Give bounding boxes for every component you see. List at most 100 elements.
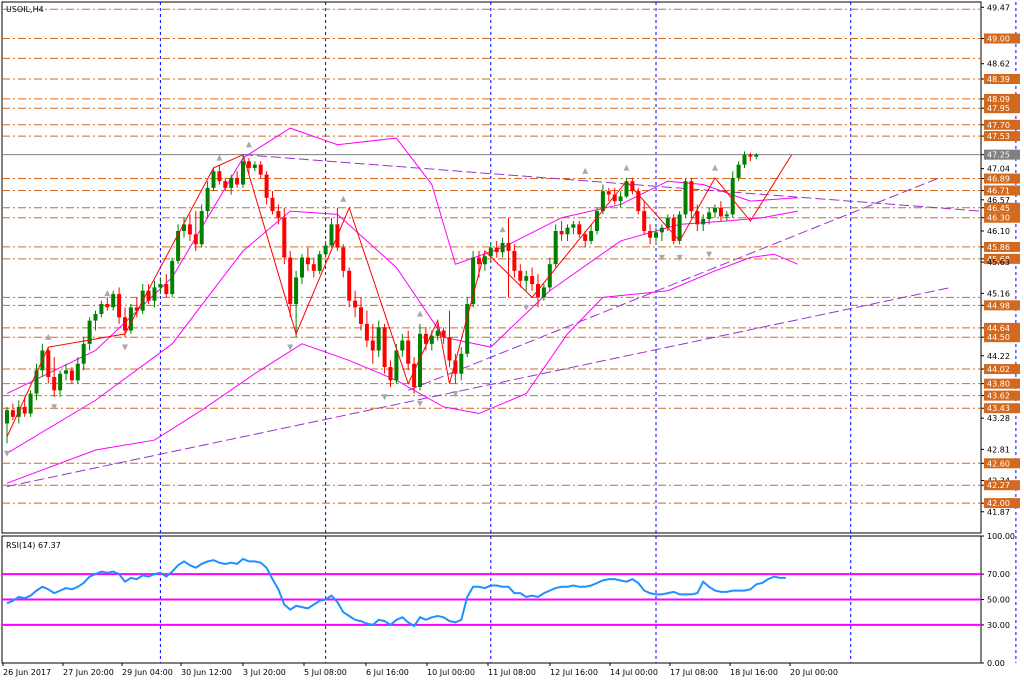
rsi-tick-label: 70.00: [987, 570, 1010, 579]
time-tick-label: 10 Jul 00:00: [427, 668, 475, 677]
price-label: 42.60: [987, 459, 1010, 468]
candle-body: [170, 260, 175, 295]
price-label-box: [984, 253, 1020, 264]
price-label-box: [984, 300, 1020, 311]
price-label-box: [984, 119, 1020, 130]
candle-body: [182, 224, 186, 231]
candle-body: [123, 317, 127, 331]
candle-body: [34, 370, 39, 394]
candle-body: [713, 207, 717, 213]
candle-body: [754, 154, 759, 157]
price-label: 44.98: [987, 301, 1010, 310]
price-tick-label: 44.22: [987, 352, 1010, 361]
price-label: 49.00: [987, 35, 1010, 44]
rsi-tick-label: 0.00: [987, 659, 1005, 668]
candle-body: [69, 370, 74, 381]
fractal-down-marker: [51, 404, 58, 411]
price-label: 48.09: [987, 95, 1010, 104]
candle-body: [193, 234, 198, 245]
fractal-down-marker: [287, 344, 294, 351]
price-tick-label: 45.63: [987, 258, 1010, 267]
price-tick-label: 48.62: [987, 60, 1010, 69]
candle-body: [223, 181, 228, 188]
price-label-box: [984, 241, 1020, 252]
candle-body: [105, 304, 110, 308]
price-label: 46.45: [987, 204, 1010, 213]
candle-body: [506, 242, 511, 251]
bollinger-lower-line: [6, 253, 798, 484]
trendline: [6, 286, 952, 488]
candle-body: [624, 181, 629, 197]
fractal-up-marker: [417, 310, 423, 317]
candle-body: [288, 257, 293, 305]
candle-body: [282, 217, 287, 258]
candle-body: [99, 304, 104, 314]
candle-body: [388, 367, 393, 381]
price-label: 43.80: [987, 380, 1010, 389]
candle-body: [482, 256, 487, 265]
fractal-up-marker: [245, 141, 252, 148]
candle-body: [252, 164, 257, 168]
candle-body: [46, 350, 51, 378]
candle-body: [459, 353, 464, 374]
candle-body: [52, 377, 57, 391]
candle-body: [718, 207, 723, 217]
fractal-down-marker: [4, 450, 10, 457]
candle-body: [671, 217, 676, 241]
fractal-up-marker: [45, 333, 52, 340]
candle-body: [571, 224, 576, 228]
candle-body: [28, 393, 33, 414]
time-axis: 26 Jun 2017 27 Jun 20:00 29 Jun 04:00 30 Ju…: [2, 663, 838, 677]
candle-body: [471, 257, 476, 305]
price-label-box: [984, 103, 1020, 114]
candle-body: [730, 177, 735, 215]
candle-body: [477, 257, 481, 265]
price-label: 42.27: [987, 481, 1010, 490]
candle-body: [541, 287, 546, 298]
rsi-line: [6, 557, 786, 628]
price-label-box: [984, 364, 1020, 375]
candle-body: [553, 230, 558, 265]
candle-body: [677, 214, 682, 241]
candle-body: [229, 177, 234, 188]
price-label-box: [984, 149, 1020, 160]
price-tick-label: 45.16: [987, 289, 1010, 298]
candle-body: [441, 330, 446, 338]
candle-body: [683, 181, 688, 215]
price-label: 47.53: [987, 132, 1010, 141]
fractal-down-marker: [122, 344, 128, 351]
candle-body: [205, 187, 210, 212]
price-tick-label: 46.10: [987, 227, 1010, 236]
candle-body: [359, 307, 363, 324]
price-label-box: [984, 73, 1020, 84]
candle-body: [300, 257, 304, 278]
candle-body: [341, 247, 346, 271]
candle-body: [75, 363, 80, 381]
candle-body: [211, 171, 216, 188]
price-label-box: [984, 322, 1020, 333]
candle-body: [81, 343, 86, 364]
candle-body: [406, 340, 411, 364]
price-label-box: [984, 378, 1020, 389]
candle-body: [376, 327, 381, 351]
price-label: 47.70: [987, 121, 1010, 130]
rsi-tick-label: 100.00: [987, 532, 1015, 541]
time-tick-label: 17 Jul 08:00: [670, 668, 718, 677]
candle-body: [394, 350, 399, 381]
candle-body: [22, 406, 27, 414]
candle-body: [364, 323, 369, 341]
price-tick-label: 49.47: [987, 3, 1010, 12]
candle-body: [347, 270, 352, 301]
candle-body: [577, 224, 582, 235]
candle-body: [642, 211, 647, 231]
candle-body: [258, 164, 263, 175]
price-label-box: [984, 390, 1020, 401]
price-label: 46.71: [987, 187, 1010, 196]
candle-body: [742, 154, 747, 165]
price-tick-label: 42.81: [987, 445, 1010, 454]
candle-body: [370, 340, 375, 351]
time-tick-label: 27 Jun 20:00: [63, 668, 114, 677]
candle-body: [559, 230, 564, 235]
